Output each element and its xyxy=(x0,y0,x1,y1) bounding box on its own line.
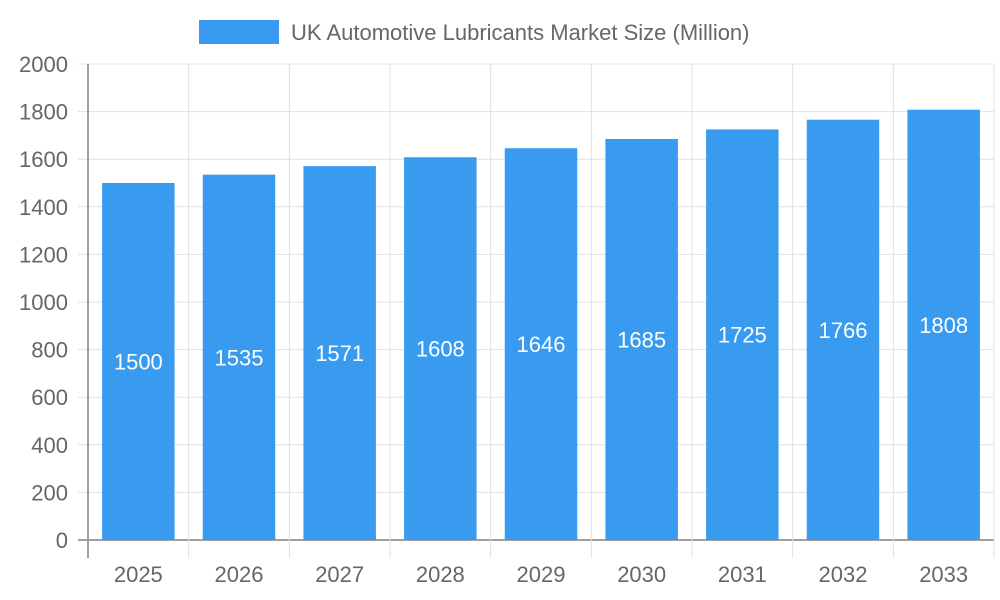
y-tick-label: 1800 xyxy=(19,100,68,125)
bar-2031[interactable] xyxy=(706,129,779,540)
data-label: 1766 xyxy=(819,318,868,343)
data-label: 1725 xyxy=(718,323,767,348)
bar-2029[interactable] xyxy=(504,148,578,540)
y-tick-label: 200 xyxy=(31,480,68,505)
y-tick-label: 400 xyxy=(31,433,68,458)
data-label: 1646 xyxy=(517,332,566,357)
x-tick-label: 2026 xyxy=(215,562,264,587)
y-tick-label: 1400 xyxy=(19,195,68,220)
x-tick-label: 2029 xyxy=(517,562,566,587)
data-label: 1500 xyxy=(114,350,163,375)
data-label: 1535 xyxy=(215,345,264,370)
x-tick-label: 2027 xyxy=(315,562,364,587)
bar-2033[interactable] xyxy=(907,109,980,541)
x-tick-label: 2025 xyxy=(114,562,163,587)
x-tick-label: 2031 xyxy=(718,562,767,587)
y-tick-label: 1200 xyxy=(19,242,68,267)
bar-2032[interactable] xyxy=(806,119,880,540)
y-tick-label: 0 xyxy=(56,528,68,553)
x-tick-label: 2033 xyxy=(919,562,968,587)
y-tick-label: 1000 xyxy=(19,290,68,315)
bar-2025[interactable] xyxy=(102,183,175,540)
legend[interactable]: UK Automotive Lubricants Market Size (Mi… xyxy=(199,20,750,45)
bar-2030[interactable] xyxy=(605,138,678,540)
y-tick-label: 600 xyxy=(31,385,68,410)
data-label: 1808 xyxy=(919,313,968,338)
y-tick-label: 1600 xyxy=(19,147,68,172)
bar-2027[interactable] xyxy=(303,166,376,541)
data-label: 1608 xyxy=(416,337,465,362)
x-tick-label: 2028 xyxy=(416,562,465,587)
data-label: 1571 xyxy=(315,341,364,366)
x-tick-label: 2030 xyxy=(617,562,666,587)
x-tick-label: 2032 xyxy=(819,562,868,587)
y-tick-label: 800 xyxy=(31,338,68,363)
bar-2026[interactable] xyxy=(202,174,276,541)
bar-2028[interactable] xyxy=(404,157,477,540)
legend-label: UK Automotive Lubricants Market Size (Mi… xyxy=(291,20,750,45)
y-tick-label: 2000 xyxy=(19,52,68,77)
data-label: 1685 xyxy=(617,327,666,352)
legend-swatch xyxy=(199,20,279,44)
